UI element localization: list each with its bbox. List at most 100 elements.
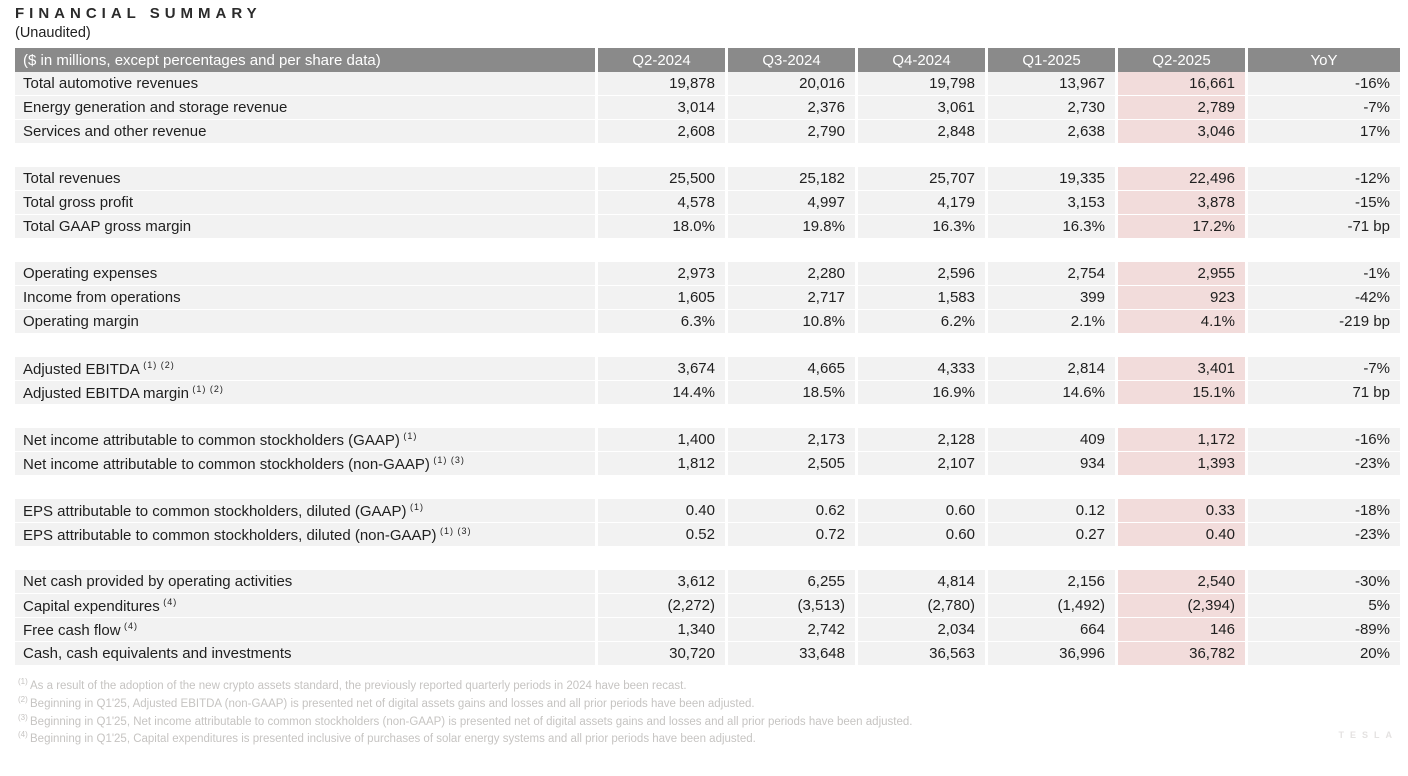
- cell-q2-2024: 19,878: [595, 72, 725, 96]
- cell-yoy: -30%: [1245, 570, 1400, 594]
- cell-q1-2025: 2,754: [985, 262, 1115, 286]
- table-row: Net income attributable to common stockh…: [15, 452, 1400, 476]
- cell-q4-2024: 1,583: [855, 286, 985, 310]
- cell-q4-2024: 16.3%: [855, 215, 985, 239]
- cell-q1-2025: 14.6%: [985, 381, 1115, 405]
- row-label: Total gross profit: [15, 191, 595, 215]
- footnote-line: (3) Beginning in Q1'25, Net income attri…: [18, 712, 913, 728]
- cell-yoy: -16%: [1245, 428, 1400, 452]
- cell-q1-2025: 0.12: [985, 499, 1115, 523]
- column-header-q2-2025: Q2-2025: [1115, 48, 1245, 72]
- cell-yoy: -16%: [1245, 72, 1400, 96]
- cell-q2-2024: 25,500: [595, 167, 725, 191]
- column-header-q3-2024: Q3-2024: [725, 48, 855, 72]
- cell-q4-2024: 3,061: [855, 96, 985, 120]
- table-row: Total revenues 25,500 25,182 25,707 19,335 22…: [15, 167, 1400, 191]
- cell-yoy: -89%: [1245, 618, 1400, 642]
- row-label: Services and other revenue: [15, 120, 595, 144]
- group-spacer-row: [15, 547, 1400, 570]
- cell-q4-2024: 4,179: [855, 191, 985, 215]
- row-label: EPS attributable to common stockholders,…: [15, 523, 595, 547]
- table-row: Total GAAP gross margin 18.0% 19.8% 16.3% 16…: [15, 215, 1400, 239]
- cell-q1-2025: 13,967: [985, 72, 1115, 96]
- cell-q2-2024: 3,014: [595, 96, 725, 120]
- row-label: Total automotive revenues: [15, 72, 595, 96]
- cell-q2-2024: 1,812: [595, 452, 725, 476]
- cell-q2-2024: 18.0%: [595, 215, 725, 239]
- cell-q1-2025: 3,153: [985, 191, 1115, 215]
- row-label: Net income attributable to common stockh…: [15, 452, 595, 476]
- cell-q2-2024: 3,674: [595, 357, 725, 381]
- cell-q2-2025: 0.33: [1115, 499, 1245, 523]
- cell-q4-2024: 2,034: [855, 618, 985, 642]
- cell-yoy: -23%: [1245, 523, 1400, 547]
- cell-q2-2025: 923: [1115, 286, 1245, 310]
- cell-yoy: -23%: [1245, 452, 1400, 476]
- cell-q3-2024: 0.62: [725, 499, 855, 523]
- cell-q3-2024: 2,717: [725, 286, 855, 310]
- cell-q2-2024: 3,612: [595, 570, 725, 594]
- financial-summary-table: ($ in millions, except percentages and p…: [15, 48, 1400, 666]
- cell-q1-2025: 2.1%: [985, 310, 1115, 334]
- cell-q2-2025: (2,394): [1115, 594, 1245, 618]
- cell-q2-2025: 0.40: [1115, 523, 1245, 547]
- cell-q4-2024: 0.60: [855, 499, 985, 523]
- table-row: Total automotive revenues 19,878 20,016 19,…: [15, 72, 1400, 96]
- cell-q2-2024: 14.4%: [595, 381, 725, 405]
- cell-q2-2025: 17.2%: [1115, 215, 1245, 239]
- cell-q3-2024: (3,513): [725, 594, 855, 618]
- table-row: Total gross profit 4,578 4,997 4,179 3,153 3,…: [15, 191, 1400, 215]
- cell-yoy: 17%: [1245, 120, 1400, 144]
- cell-q4-2024: 19,798: [855, 72, 985, 96]
- table-row: Cash, cash equivalents and investments 30…: [15, 642, 1400, 666]
- column-header-q2-2024: Q2-2024: [595, 48, 725, 72]
- cell-q4-2024: 16.9%: [855, 381, 985, 405]
- table-row: Energy generation and storage revenue 3,0…: [15, 96, 1400, 120]
- table-row: Net cash provided by operating activitie…: [15, 570, 1400, 594]
- cell-q3-2024: 20,016: [725, 72, 855, 96]
- group-spacer-row: [15, 476, 1400, 499]
- cell-yoy: -71 bp: [1245, 215, 1400, 239]
- row-label: Operating margin: [15, 310, 595, 334]
- cell-q2-2024: 0.40: [595, 499, 725, 523]
- footnote-line: (1) As a result of the adoption of the n…: [18, 677, 687, 692]
- cell-q1-2025: 934: [985, 452, 1115, 476]
- row-label: Operating expenses: [15, 262, 595, 286]
- cell-q4-2024: 4,333: [855, 357, 985, 381]
- cell-q4-2024: 36,563: [855, 642, 985, 666]
- cell-q1-2025: 2,814: [985, 357, 1115, 381]
- cell-q2-2025: 146: [1115, 618, 1245, 642]
- cell-q4-2024: 2,848: [855, 120, 985, 144]
- cell-q1-2025: 399: [985, 286, 1115, 310]
- cell-q3-2024: 2,505: [725, 452, 855, 476]
- cell-q3-2024: 19.8%: [725, 215, 855, 239]
- table-row: Free cash flow (4) 1,340 2,742 2,034 664 146-…: [15, 618, 1400, 642]
- cell-q3-2024: 2,173: [725, 428, 855, 452]
- cell-yoy: 5%: [1245, 594, 1400, 618]
- row-label: EPS attributable to common stockholders,…: [15, 499, 595, 523]
- cell-q2-2024: 30,720: [595, 642, 725, 666]
- cell-q2-2025: 36,782: [1115, 642, 1245, 666]
- cell-q2-2024: 4,578: [595, 191, 725, 215]
- cell-q2-2024: 2,608: [595, 120, 725, 144]
- cell-q3-2024: 25,182: [725, 167, 855, 191]
- row-label: Capital expenditures (4): [15, 594, 595, 618]
- cell-q2-2025: 16,661: [1115, 72, 1245, 96]
- table-row: Services and other revenue 2,608 2,790 2,84…: [15, 120, 1400, 144]
- cell-q2-2025: 22,496: [1115, 167, 1245, 191]
- cell-q2-2025: 1,172: [1115, 428, 1245, 452]
- table-body: Total automotive revenues 19,878 20,016 19,…: [15, 72, 1400, 666]
- cell-q3-2024: 2,280: [725, 262, 855, 286]
- cell-yoy: -42%: [1245, 286, 1400, 310]
- table-row: EPS attributable to common stockholders,…: [15, 523, 1400, 547]
- cell-q3-2024: 18.5%: [725, 381, 855, 405]
- cell-q2-2025: 2,955: [1115, 262, 1245, 286]
- table-row: Capital expenditures (4) (2,272) (3,513) (2…: [15, 594, 1400, 618]
- cell-q4-2024: 25,707: [855, 167, 985, 191]
- table-row: Adjusted EBITDA margin (1) (2) 14.4% 18.5%…: [15, 381, 1400, 405]
- cell-q2-2025: 1,393: [1115, 452, 1245, 476]
- cell-q2-2025: 3,401: [1115, 357, 1245, 381]
- cell-q2-2025: 3,046: [1115, 120, 1245, 144]
- cell-yoy: -18%: [1245, 499, 1400, 523]
